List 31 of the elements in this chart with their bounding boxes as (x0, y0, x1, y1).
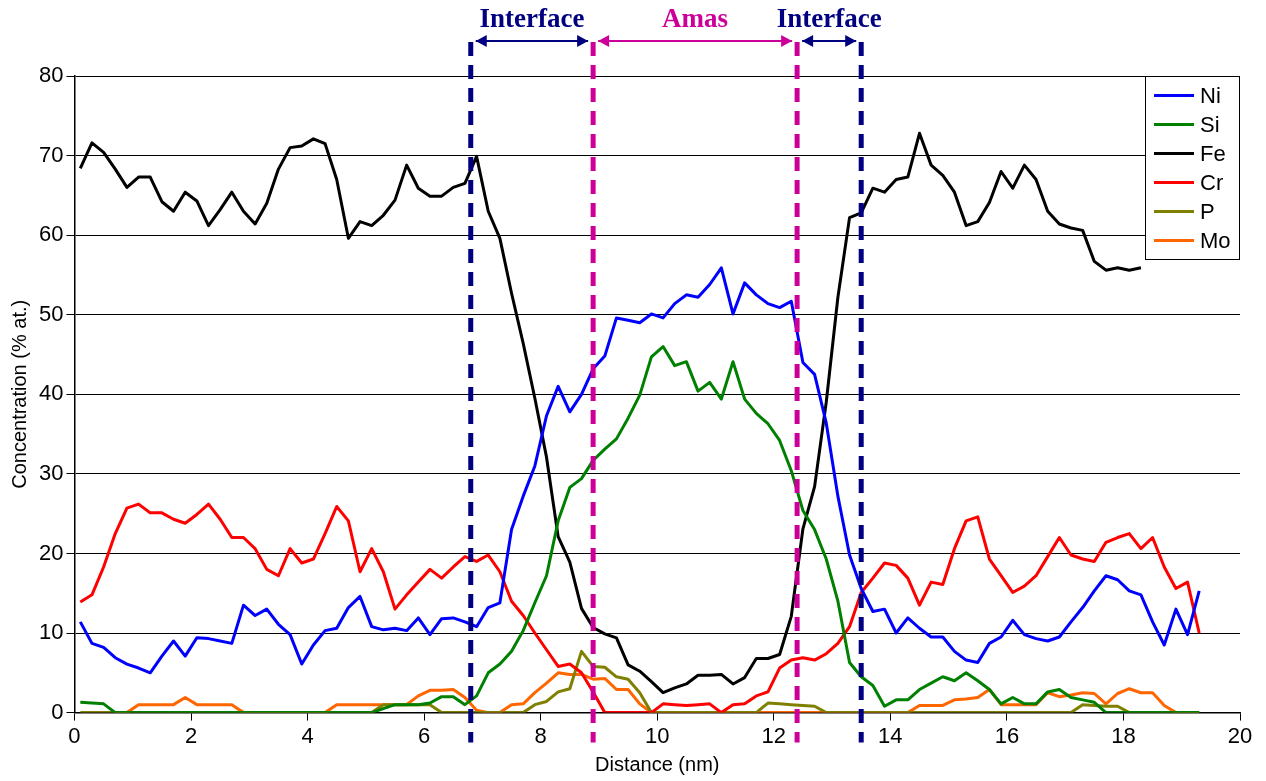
text: Interface (479, 3, 585, 33)
x-tick-label: 8 (534, 722, 547, 748)
x-tick-label: 10 (644, 722, 670, 748)
y-tick-label: 40 (38, 380, 64, 406)
legend-label: Ni (1200, 82, 1221, 109)
y-tick-label: 20 (38, 539, 64, 565)
legend-label: Si (1200, 111, 1220, 138)
x-tick-label: 0 (68, 722, 81, 748)
y-tick-label: 80 (38, 62, 64, 88)
y-tick-label: 10 (38, 619, 64, 645)
text: Amas (662, 3, 729, 33)
y-tick-label: 70 (38, 141, 64, 167)
x-tick-label: 20 (1227, 722, 1253, 748)
x-tick-label: 16 (994, 722, 1020, 748)
x-tick-label: 6 (418, 722, 431, 748)
x-tick-label: 12 (761, 722, 787, 748)
y-tick-label: 50 (38, 300, 64, 326)
y-tick-label: 60 (38, 221, 64, 247)
legend-label: P (1200, 198, 1215, 225)
x-axis-title: Distance (nm) (594, 752, 720, 775)
x-tick-label: 18 (1111, 722, 1136, 748)
x-tick-label: 14 (878, 722, 903, 748)
x-tick-label: 4 (301, 722, 314, 748)
legend-label: Cr (1200, 169, 1224, 196)
y-axis-title: Concentration (% at.) (7, 299, 30, 489)
y-tick-label: 0 (51, 698, 64, 724)
x-tick-label: 2 (184, 722, 198, 748)
text: Interface (776, 3, 882, 33)
legend-label: Mo (1200, 227, 1231, 254)
legend-label: Fe (1200, 140, 1226, 167)
y-tick-label: 30 (38, 459, 64, 485)
